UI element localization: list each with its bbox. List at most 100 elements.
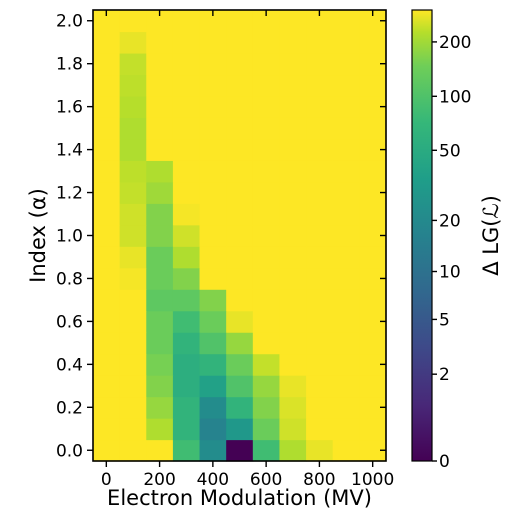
heatmap-cell: [146, 396, 174, 419]
x-axis-label: Electron Modulation (MV): [107, 486, 372, 510]
heatmap-cell: [119, 95, 147, 118]
heatmap-cell: [172, 310, 201, 333]
heatmap-cell: [332, 439, 360, 462]
heatmap-cell: [93, 246, 121, 269]
heatmap-cell: [119, 353, 147, 376]
colorbar-tick-label: 5: [439, 310, 450, 330]
heatmap-cell: [359, 203, 387, 226]
heatmap-cell: [359, 138, 387, 161]
heatmap-cell: [119, 289, 147, 312]
heatmap-cell: [146, 138, 174, 161]
heatmap-cell: [279, 418, 307, 441]
heatmap-cell: [146, 267, 174, 290]
heatmap-cell: [199, 203, 227, 226]
heatmap-cell: [146, 246, 174, 269]
heatmap-cell: [226, 203, 254, 226]
heatmap-cell: [252, 246, 281, 269]
heatmap-cell: [199, 267, 227, 290]
heatmap-cell: [359, 310, 387, 333]
heatmap-cell: [279, 203, 307, 226]
heatmap-cell: [359, 31, 387, 54]
heatmap-cell: [199, 418, 227, 441]
heatmap-cell: [199, 396, 227, 419]
heatmap-cell: [226, 31, 254, 54]
heatmap-cell: [359, 224, 387, 247]
heatmap-cell: [252, 396, 281, 419]
heatmap-cell: [279, 310, 307, 333]
heatmap-cell: [119, 160, 147, 183]
heatmap-cell: [226, 95, 254, 118]
heatmap-cell: [332, 52, 360, 76]
heatmap-cell: [306, 396, 334, 419]
heatmap-cell: [172, 418, 201, 441]
heatmap-cell: [226, 246, 254, 269]
heatmap-cell: [146, 439, 174, 462]
heatmap-cell: [332, 267, 360, 290]
heatmap-cell: [93, 117, 121, 140]
heatmap-cell: [119, 181, 147, 204]
heatmap-cell: [306, 418, 334, 441]
heatmap-cell: [146, 375, 174, 398]
heatmap-cell: [93, 160, 121, 183]
heatmap-cell: [146, 224, 174, 247]
colorbar-tick-label: 10: [439, 263, 461, 283]
heatmap-cell: [359, 246, 387, 269]
heatmap-cell: [172, 246, 201, 269]
heatmap-cell: [226, 10, 254, 33]
heatmap-cell: [199, 246, 227, 269]
heatmap-cell: [359, 52, 387, 76]
heatmap-cell: [172, 267, 201, 290]
heatmap-cell: [119, 439, 147, 462]
heatmap-cell: [279, 353, 307, 376]
y-axis-label: Index (α): [26, 188, 50, 283]
y-tick-label: 0.4: [56, 355, 83, 375]
heatmap-cell: [172, 353, 201, 376]
heatmap-cell: [226, 418, 254, 441]
heatmap-cell: [332, 74, 360, 97]
heatmap-cell: [199, 52, 227, 76]
heatmap-cell: [226, 396, 254, 419]
heatmap-cell: [199, 310, 227, 333]
heatmap-cell: [306, 74, 334, 97]
heatmap-cell: [359, 396, 387, 419]
heatmap-cell: [359, 418, 387, 441]
heatmap-cell: [306, 267, 334, 290]
heatmap-cell: [172, 160, 201, 183]
heatmap-cell: [252, 160, 281, 183]
colorbar-tick-label: 100: [439, 87, 471, 107]
heatmap-cell: [359, 160, 387, 183]
heatmap-cell: [119, 117, 147, 140]
heatmap-cell: [279, 138, 307, 161]
heatmap-cell: [172, 74, 201, 97]
heatmap-cell: [306, 52, 334, 76]
heatmap-cell: [199, 353, 227, 376]
heatmap-cell: [119, 224, 147, 247]
heatmap-cell: [119, 375, 147, 398]
heatmap-cell: [199, 74, 227, 97]
heatmap-cell: [146, 31, 174, 54]
heatmap-cell: [332, 31, 360, 54]
heatmap-cell: [199, 95, 227, 118]
heatmap-cell: [172, 138, 201, 161]
heatmap-cell: [199, 31, 227, 54]
heatmap-cell: [172, 396, 201, 419]
heatmap-cell: [252, 74, 281, 97]
heatmap-cell: [332, 310, 360, 333]
heatmap-cell: [252, 353, 281, 376]
heatmap-cell: [306, 10, 334, 33]
heatmap-cell: [172, 31, 201, 54]
heatmap-cell: [279, 396, 307, 419]
heatmap-cell: [359, 289, 387, 312]
heatmap-cell: [252, 31, 281, 54]
heatmap-cell: [332, 332, 360, 355]
heatmap-cell: [252, 332, 281, 355]
heatmap-cell: [146, 203, 174, 226]
heatmap-cell: [252, 375, 281, 398]
heatmap-cell: [146, 181, 174, 204]
colorbar-tick-label: 20: [439, 211, 461, 231]
heatmap-cell: [93, 74, 121, 97]
y-tick-label: 2.0: [56, 12, 83, 32]
heatmap-cell: [199, 117, 227, 140]
heatmap-cell: [279, 246, 307, 269]
